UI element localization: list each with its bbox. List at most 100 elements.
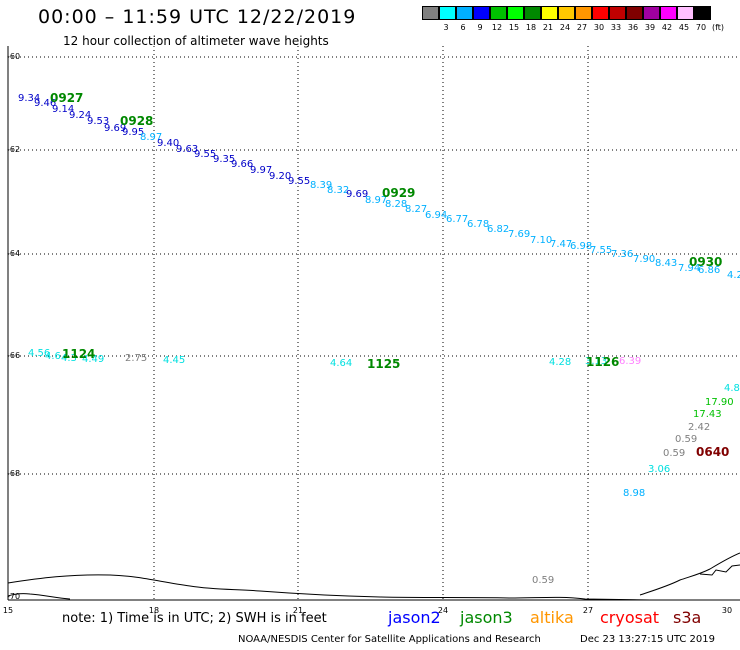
- color-swatch: [626, 6, 643, 20]
- pass-time-label: 1124: [62, 347, 96, 361]
- color-scale-label: 18: [525, 23, 537, 32]
- wave-height-label: 9.40: [157, 138, 180, 149]
- wave-height-label: 9.69: [346, 189, 369, 200]
- wave-height-label: 7.47: [550, 239, 573, 250]
- color-swatch: [473, 6, 490, 20]
- wave-height-label: 6.78: [467, 219, 490, 230]
- wave-height-label: 0.59: [663, 448, 686, 459]
- wave-height-label: 6.98: [570, 241, 593, 252]
- credit-text: NOAA/NESDIS Center for Satellite Applica…: [238, 634, 541, 645]
- pass-time-label: 0927: [50, 91, 84, 105]
- wave-height-label: 8.43: [655, 258, 678, 269]
- pass-time-label: 0929: [382, 186, 416, 200]
- wave-height-label: 6.77: [446, 214, 469, 225]
- wave-height-label: 9.14: [52, 104, 75, 115]
- wave-height-label: 17.90: [705, 397, 734, 408]
- wave-height-label: 8.97: [365, 195, 388, 206]
- wave-height-label: 3.13: [585, 356, 608, 367]
- wave-height-label: 9.46: [34, 98, 57, 109]
- color-swatch: [558, 6, 575, 20]
- color-swatch: [575, 6, 592, 20]
- wave-height-label: 2.42: [688, 422, 711, 433]
- wave-height-label: 4.6: [45, 351, 61, 362]
- legend-altika: altika: [530, 608, 574, 627]
- wave-height-label: 9.53: [87, 116, 110, 127]
- wave-height-label: 4.3: [61, 353, 77, 364]
- wave-height-label: 4.56: [28, 348, 51, 359]
- wave-height-label: 8.27: [405, 204, 428, 215]
- wave-height-label: 4.64: [330, 358, 353, 369]
- color-scale-label: 45: [678, 23, 690, 32]
- wave-height-label: 7.10: [530, 235, 553, 246]
- lat-tick-label: -64: [7, 249, 21, 258]
- wave-height-label: 6.82: [487, 224, 510, 235]
- color-swatch: [439, 6, 456, 20]
- wave-height-label: 8.39: [310, 180, 333, 191]
- color-scale-label: (ft): [711, 23, 725, 32]
- color-scale-label: 39: [644, 23, 656, 32]
- color-swatch: [524, 6, 541, 20]
- coastline: [7, 593, 71, 600]
- color-scale-label: 24: [559, 23, 571, 32]
- color-swatch: [643, 6, 660, 20]
- color-swatch: [609, 6, 626, 20]
- legend-s3a: s3a: [673, 608, 702, 627]
- lat-tick-label: -68: [7, 469, 21, 478]
- wave-height-label: 8.32: [327, 185, 350, 196]
- wave-height-label: 9.97: [250, 165, 273, 176]
- wave-height-label: 9.24: [69, 110, 92, 121]
- map-title: 00:00 – 11:59 UTC 12/22/2019: [38, 6, 357, 28]
- color-scale-label: 9: [477, 23, 483, 32]
- wave-height-label: 9.69: [104, 123, 127, 134]
- wave-height-label: 9.66: [231, 159, 254, 170]
- lat-tick-label: -66: [7, 351, 21, 360]
- color-scale-label: 36: [627, 23, 639, 32]
- color-scale-label: 6: [460, 23, 466, 32]
- wave-height-label: 4.8: [724, 383, 740, 394]
- grid-lines: [8, 46, 740, 600]
- wave-height-label: 4.45: [163, 355, 186, 366]
- color-scale-label: 27: [576, 23, 588, 32]
- wave-height-label: 9.63: [176, 144, 199, 155]
- pass-time-label: 1125: [367, 357, 401, 371]
- color-swatch: [694, 6, 711, 20]
- color-scale-label: 30: [593, 23, 605, 32]
- note-text: note: 1) Time is in UTC; 2) SWH is in fe…: [62, 611, 327, 626]
- wave-height-label: 8.28: [385, 199, 408, 210]
- legend-jason3: jason3: [460, 608, 513, 627]
- wave-height-label: 8.97: [140, 132, 163, 143]
- color-scale-label: 70: [695, 23, 707, 32]
- wave-height-label: 4.28: [549, 357, 572, 368]
- pass-time-label: 1126: [586, 355, 620, 369]
- color-swatch: [507, 6, 524, 20]
- color-swatch: [660, 6, 677, 20]
- coastline: [699, 564, 740, 576]
- wave-height-label: 4.49: [82, 354, 105, 365]
- lon-tick-label: 30: [721, 606, 733, 615]
- timestamp-text: Dec 23 13:27:15 UTC 2019: [580, 634, 715, 645]
- color-swatch: [456, 6, 473, 20]
- color-swatch: [677, 6, 694, 20]
- pass-time-label: 0640: [696, 445, 730, 459]
- color-swatch: [422, 6, 439, 20]
- color-swatch: [490, 6, 507, 20]
- wave-height-label: 9.20: [269, 171, 292, 182]
- wave-height-label: 9.95: [122, 127, 145, 138]
- wave-height-label: 3.06: [648, 464, 671, 475]
- color-scale-label: 12: [491, 23, 503, 32]
- wave-height-label: 4.2: [727, 270, 740, 281]
- color-scale-label: 15: [508, 23, 520, 32]
- legend-cryosat: cryosat: [600, 608, 660, 627]
- color-swatch: [541, 6, 558, 20]
- wave-height-label: 6.39: [619, 356, 642, 367]
- wave-height-label: 7.90: [633, 254, 656, 265]
- lon-tick-label: 18: [148, 606, 160, 615]
- color-swatch: [592, 6, 609, 20]
- wave-height-label: 7.55: [590, 245, 613, 256]
- wave-height-label: 2.75: [125, 353, 148, 364]
- color-scale-label: 42: [661, 23, 673, 32]
- color-scale-label: 33: [610, 23, 622, 32]
- lon-tick-label: 15: [2, 606, 14, 615]
- wave-height-label: 0.59: [675, 434, 698, 445]
